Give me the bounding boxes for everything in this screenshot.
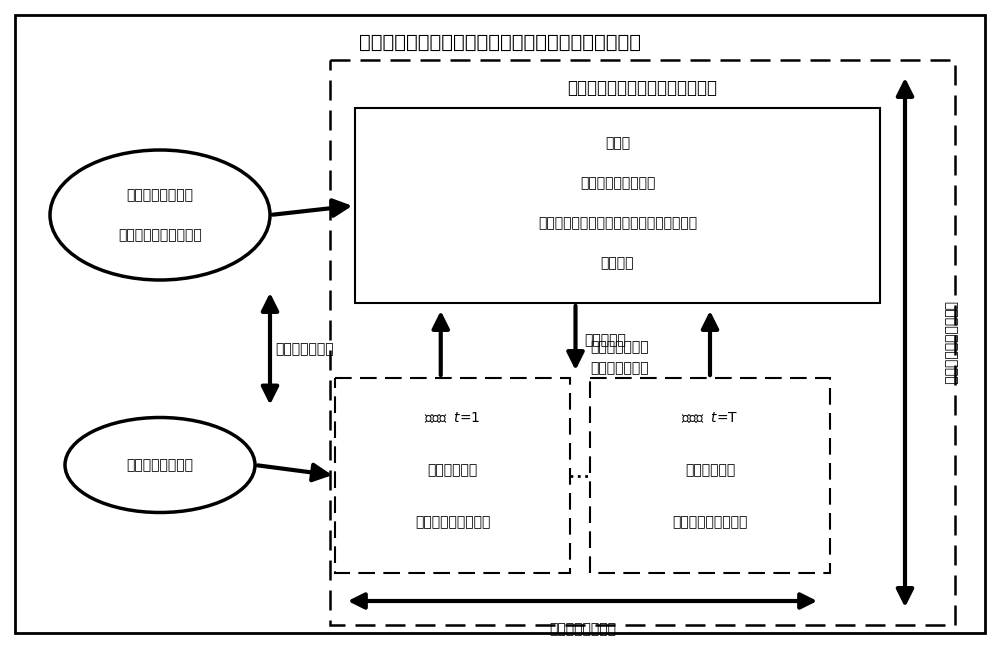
Text: 无功设备最优解: 无功设备最优解 [275, 341, 334, 356]
Bar [355, 108, 880, 303]
Bar [330, 60, 955, 625]
Text: 风电约束: 风电约束 [601, 256, 634, 270]
Text: 无功设备连接约束: 无功设备连接约束 [126, 458, 194, 472]
Text: 计及无功设备动作次数的跨区直流联络线功率优化模型: 计及无功设备动作次数的跨区直流联络线功率优化模型 [359, 32, 641, 51]
Ellipse shape [50, 150, 270, 280]
Text: 火电、风电出力
直流联络线功率: 火电、风电出力 直流联络线功率 [590, 341, 649, 375]
Text: 无功设备连接约束: 无功设备连接约束 [126, 188, 194, 202]
Text: 单时段空间维优化: 单时段空间维优化 [549, 622, 616, 636]
Bar [590, 378, 830, 573]
Text: 子问题  $t$=T: 子问题 $t$=T [681, 411, 739, 425]
Text: 主问题: 主问题 [605, 136, 630, 150]
Ellipse shape [65, 417, 255, 513]
Text: 换流站稳态运行约束: 换流站稳态运行约束 [672, 515, 748, 529]
Bar [335, 378, 570, 573]
Text: 全时段时间维协调优化: 全时段时间维协调优化 [943, 301, 957, 384]
Text: 子问题  $t$=1: 子问题 $t$=1 [424, 411, 481, 425]
Text: 无功设备动作次数约束: 无功设备动作次数约束 [118, 228, 202, 242]
Text: 换流站稳态运行约束: 换流站稳态运行约束 [415, 515, 490, 529]
Text: 功率平衡、机组爬坡、系统备用等常规约束: 功率平衡、机组爬坡、系统备用等常规约束 [538, 216, 697, 230]
Text: 交流潮流约束: 交流潮流约束 [685, 463, 735, 477]
Text: 交流潮流约束: 交流潮流约束 [427, 463, 478, 477]
Text: 可行性约束: 可行性约束 [584, 334, 626, 347]
Text: 安全约束直流联络线功率优化模型: 安全约束直流联络线功率优化模型 [567, 79, 717, 97]
Text: 直流联络线运行约束: 直流联络线运行约束 [580, 176, 655, 190]
